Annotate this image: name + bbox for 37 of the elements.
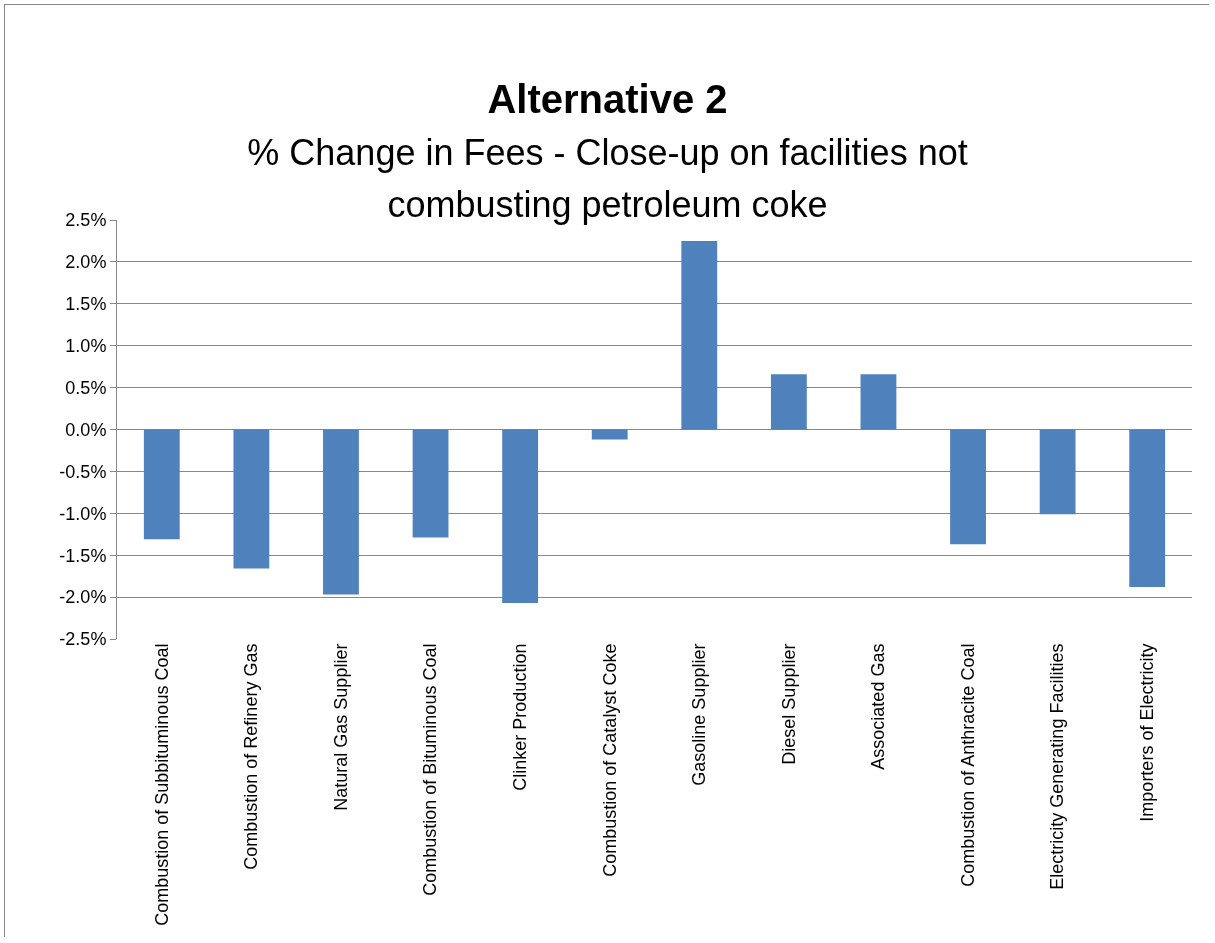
- x-tick-label: Combustion of Anthracite Coal: [957, 643, 978, 887]
- x-tick-label: Gasoline Supplier: [689, 643, 710, 786]
- bar: [233, 429, 270, 569]
- y-tick-label: -0.5%: [59, 461, 107, 482]
- x-tick-label: Clinker Production: [509, 643, 530, 791]
- bar: [681, 240, 718, 430]
- x-tick-label: Combustion of Bituminous Coal: [420, 643, 441, 896]
- bar: [591, 429, 628, 440]
- bar: [1129, 429, 1166, 588]
- y-tick-label: 0.0%: [65, 419, 107, 440]
- y-tick-label: 2.0%: [65, 252, 107, 273]
- bar: [502, 429, 539, 603]
- x-tick-label: Natural Gas Supplier: [330, 643, 351, 811]
- bar: [950, 429, 986, 545]
- bar: [143, 429, 180, 540]
- y-tick-label: -1.5%: [59, 545, 107, 566]
- x-tick-label: Combustion of Catalyst Coke: [599, 643, 620, 877]
- y-tick-label: -2.0%: [59, 587, 107, 608]
- x-tick-label: Electricity Generating Facilities: [1047, 643, 1068, 890]
- y-tick-label: -1.0%: [59, 503, 107, 524]
- x-tick-label: Importers of Electricity: [1137, 643, 1158, 822]
- y-tick-label: 0.5%: [65, 377, 107, 398]
- chart-subtitle: % Change in Fees - Close-up on facilities not combusting petroleum coke: [247, 131, 968, 225]
- x-tick-label: Associated Gas: [868, 643, 889, 770]
- x-tick-label: Combustion of Subbituminous Coal: [151, 643, 172, 926]
- bar: [412, 429, 449, 538]
- x-tick-label: Combustion of Refinery Gas: [241, 643, 262, 870]
- chart-title: Alternative 2: [487, 76, 728, 121]
- y-tick-label: 2.5%: [65, 210, 107, 231]
- y-tick-label: 1.0%: [65, 336, 107, 356]
- y-tick-label: 1.5%: [65, 294, 107, 315]
- x-tick-label: Diesel Supplier: [778, 643, 799, 765]
- bar: [1039, 429, 1076, 515]
- bar: [860, 374, 897, 430]
- y-tick-label: -2.5%: [59, 629, 107, 650]
- bar: [770, 374, 807, 430]
- bar: [323, 429, 359, 595]
